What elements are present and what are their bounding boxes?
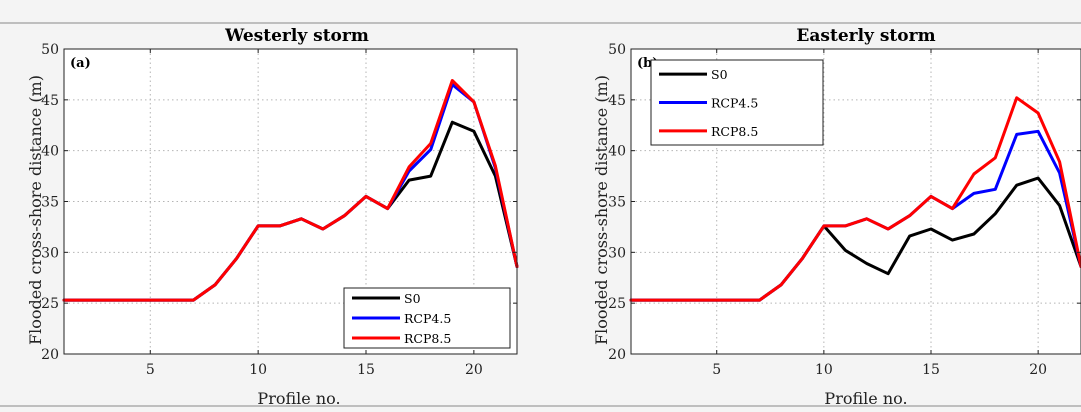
y-tick-label: 40 (41, 144, 59, 160)
x-tick-label: 15 (357, 362, 375, 378)
plot-area-a: 5 10 15 20 20 25 30 35 40 45 50 (a) S0 RCP4.5 RCP8.5 (41, 42, 519, 378)
y-tick-label: 35 (41, 195, 59, 211)
panel-label: (a) (70, 56, 91, 71)
y-tick-label: 25 (608, 296, 626, 312)
legend-label: S0 (404, 291, 421, 306)
x-tick-label: 20 (465, 362, 483, 378)
series-line-rcp8-5 (62, 79, 519, 302)
y-tick-label: 45 (41, 93, 59, 109)
y-tick-label: 50 (41, 42, 59, 58)
series-line-rcp8-5 (629, 96, 1081, 302)
x-tick-label: 5 (146, 362, 155, 378)
x-tick-label: 5 (712, 362, 721, 378)
x-axis-label-a: Profile no. (257, 389, 340, 408)
legend-label: RCP4.5 (404, 311, 451, 326)
y-axis-label-b: Flooded cross-shore distance (m) (592, 75, 611, 345)
x-tick-label: 10 (249, 362, 267, 378)
legend-label: RCP8.5 (711, 124, 758, 139)
y-tick-label: 20 (41, 347, 59, 363)
x-tick-label: 20 (1029, 362, 1047, 378)
y-tick-label: 25 (41, 296, 59, 312)
y-tick-label: 35 (608, 195, 626, 211)
chart-title-b: Easterly storm (796, 26, 935, 46)
legend: S0 RCP4.5 RCP8.5 (650, 59, 824, 146)
y-tick-label: 50 (608, 42, 626, 58)
y-tick-label: 30 (608, 245, 626, 261)
panel-a: Westerly storm Flooded cross-shore dista… (26, 26, 369, 408)
panel-b: Easterly storm Flooded cross-shore dista… (592, 26, 936, 408)
legend-label: RCP8.5 (404, 331, 451, 346)
y-tick-label: 30 (41, 245, 59, 261)
x-tick-label: 10 (815, 362, 833, 378)
x-axis-label-b: Profile no. (824, 389, 907, 408)
chart-title-a: Westerly storm (224, 26, 369, 46)
legend-label: RCP4.5 (711, 96, 758, 111)
y-tick-label: 45 (608, 93, 626, 109)
legend: S0 RCP4.5 RCP8.5 (343, 287, 511, 349)
y-axis-label-a: Flooded cross-shore distance (m) (26, 75, 45, 345)
legend-label: S0 (711, 67, 728, 82)
y-tick-label: 20 (608, 347, 626, 363)
x-tick-label: 15 (922, 362, 940, 378)
y-tick-label: 40 (608, 144, 626, 160)
